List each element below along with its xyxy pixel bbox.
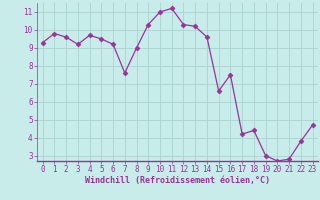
X-axis label: Windchill (Refroidissement éolien,°C): Windchill (Refroidissement éolien,°C) <box>85 176 270 185</box>
